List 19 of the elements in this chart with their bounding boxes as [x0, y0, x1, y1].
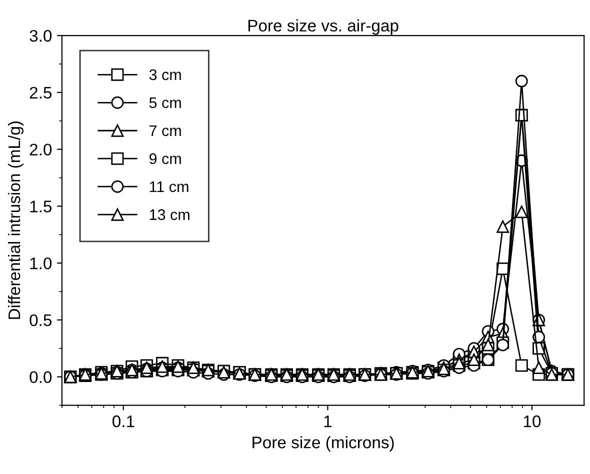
- y-axis-title: Differential intrusion (mL/g): [8, 122, 24, 319]
- legend-label: 3 cm: [149, 69, 181, 80]
- x-tick-label: 1: [324, 416, 332, 428]
- x-tick-label: 0.1: [112, 415, 134, 428]
- y-tick-label: 1.5: [30, 200, 52, 212]
- y-tick-label: 0.5: [30, 314, 52, 326]
- x-tick-label: 10: [524, 415, 541, 428]
- chart-title: Pore size vs. air-gap: [248, 19, 398, 35]
- y-tick-label: 0.0: [30, 371, 52, 384]
- x-axis-title: Pore size (microns): [252, 436, 394, 452]
- legend-label: 9 cm: [150, 153, 181, 164]
- legend-label: 7 cm: [150, 125, 181, 136]
- legend-label: 13 cm: [150, 209, 190, 220]
- y-tick-label: 3.0: [30, 30, 52, 42]
- y-tick-label: 2.5: [30, 86, 52, 99]
- legend-label: 11 cm: [150, 181, 188, 192]
- y-tick-label: 1.0: [30, 257, 52, 270]
- y-tick-label: 2.0: [30, 144, 52, 156]
- legend-label: 5 cm: [149, 97, 181, 108]
